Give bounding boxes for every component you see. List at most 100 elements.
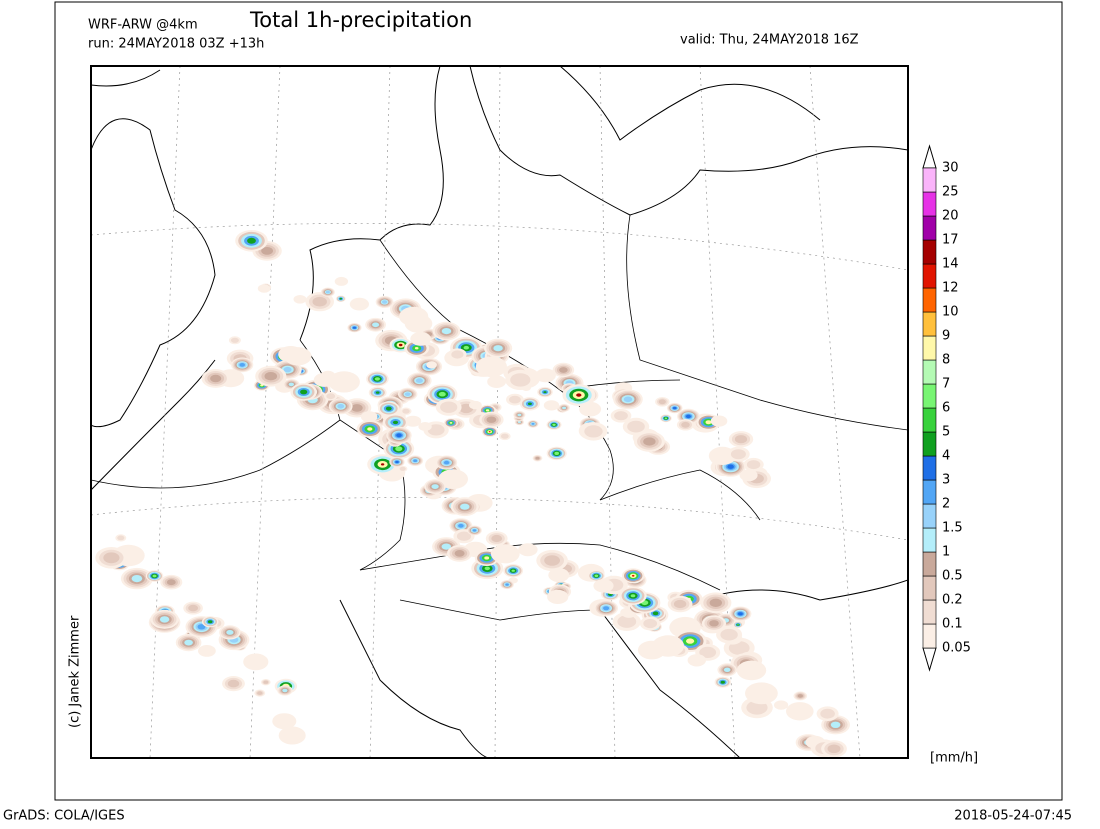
rain-cell bbox=[463, 345, 469, 350]
coastline bbox=[559, 66, 821, 141]
rain-cell bbox=[709, 598, 722, 607]
rain-cell bbox=[272, 713, 297, 730]
rain-cell bbox=[484, 556, 490, 560]
rain-cell bbox=[449, 422, 453, 424]
rain-cell bbox=[720, 680, 725, 684]
legend-label: 4 bbox=[942, 449, 950, 464]
rain-cell bbox=[284, 347, 312, 366]
rain-cell bbox=[594, 574, 599, 578]
rain-cell bbox=[685, 414, 691, 419]
rain-cell bbox=[518, 543, 538, 557]
border bbox=[91, 419, 341, 489]
grid-line bbox=[369, 66, 391, 758]
rain-cell bbox=[396, 433, 402, 438]
rain-cell bbox=[710, 415, 728, 427]
rain-cell bbox=[263, 680, 269, 684]
grid-line bbox=[249, 66, 281, 758]
rain-cell bbox=[230, 337, 239, 343]
rain-cell bbox=[404, 392, 411, 397]
rain-cell bbox=[159, 616, 170, 623]
coastline bbox=[299, 66, 444, 341]
valid-label: valid: Thu, 24MAY2018 16Z bbox=[680, 33, 859, 48]
legend-label: 14 bbox=[942, 257, 959, 272]
rain-cell bbox=[552, 423, 556, 426]
rain-cell bbox=[517, 413, 522, 417]
rain-cell bbox=[313, 372, 335, 387]
rain-cell bbox=[404, 415, 422, 427]
legend-label: 1 bbox=[942, 545, 950, 560]
color-box bbox=[922, 503, 937, 529]
rain-cell bbox=[458, 523, 464, 528]
rain-cell bbox=[548, 568, 570, 583]
rain-cell bbox=[325, 290, 330, 294]
rain-cell bbox=[652, 635, 685, 657]
rain-cell bbox=[559, 367, 568, 373]
rain-cell bbox=[727, 464, 734, 469]
rain-cell bbox=[392, 420, 399, 425]
rain-cell bbox=[399, 466, 406, 471]
rain-cell bbox=[730, 449, 746, 460]
rain-cell bbox=[460, 503, 470, 510]
coastline bbox=[469, 66, 908, 216]
rain-cell bbox=[493, 345, 503, 352]
rain-cell bbox=[543, 391, 547, 394]
rain-cell bbox=[247, 237, 256, 244]
rain-cell bbox=[614, 411, 628, 421]
color-box bbox=[922, 167, 937, 193]
rain-cell bbox=[227, 679, 240, 688]
rain-cell bbox=[746, 460, 761, 470]
rain-cell bbox=[673, 599, 687, 609]
rain-cell bbox=[402, 408, 410, 414]
rain-cell bbox=[827, 744, 841, 754]
rain-cell bbox=[736, 660, 767, 681]
rain-cell bbox=[627, 420, 645, 433]
rain-cell bbox=[576, 393, 582, 397]
rain-cell bbox=[415, 378, 423, 383]
rain-cell bbox=[395, 446, 403, 452]
unit-label: [mm/h] bbox=[930, 751, 978, 766]
rain-cell bbox=[510, 373, 531, 387]
rain-cell bbox=[328, 371, 360, 393]
coastline bbox=[599, 609, 741, 758]
rain-cell bbox=[441, 543, 451, 550]
rain-cell bbox=[543, 400, 560, 411]
rain-cell bbox=[723, 667, 731, 672]
rain-cell bbox=[380, 463, 385, 466]
rain-cell bbox=[820, 708, 835, 719]
color-box bbox=[922, 455, 937, 481]
color-box bbox=[922, 311, 937, 337]
rain-cell bbox=[438, 469, 468, 489]
border bbox=[359, 542, 721, 591]
title: Total 1h-precipitation bbox=[249, 8, 472, 32]
rain-cell bbox=[418, 422, 432, 431]
color-box bbox=[922, 383, 937, 409]
rain-cell bbox=[500, 433, 509, 439]
rain-cell bbox=[360, 411, 378, 423]
rain-cell bbox=[830, 721, 841, 728]
rain-cell bbox=[739, 469, 758, 482]
rain-cell bbox=[117, 535, 125, 541]
coastline bbox=[91, 69, 161, 87]
legend-label: 12 bbox=[942, 281, 959, 296]
grid-line bbox=[809, 66, 861, 758]
rain-cell bbox=[385, 406, 392, 411]
rain-cell bbox=[709, 620, 719, 627]
rain-cell bbox=[374, 377, 380, 381]
rain-cell bbox=[103, 552, 120, 564]
rain-cell bbox=[399, 306, 429, 327]
legend-label: 6 bbox=[942, 401, 950, 416]
color-box bbox=[922, 359, 937, 385]
rain-cell bbox=[427, 424, 445, 436]
rain-cell bbox=[413, 459, 418, 463]
rain-cell bbox=[797, 694, 803, 698]
border bbox=[626, 214, 908, 431]
footer-right: 2018-05-24-07:45 bbox=[954, 809, 1072, 824]
rain-cell bbox=[509, 395, 521, 404]
border bbox=[599, 469, 761, 521]
rain-cell bbox=[475, 356, 507, 378]
rain-cell bbox=[257, 691, 263, 695]
rain-cell bbox=[395, 460, 399, 464]
rain-cell bbox=[535, 368, 556, 383]
